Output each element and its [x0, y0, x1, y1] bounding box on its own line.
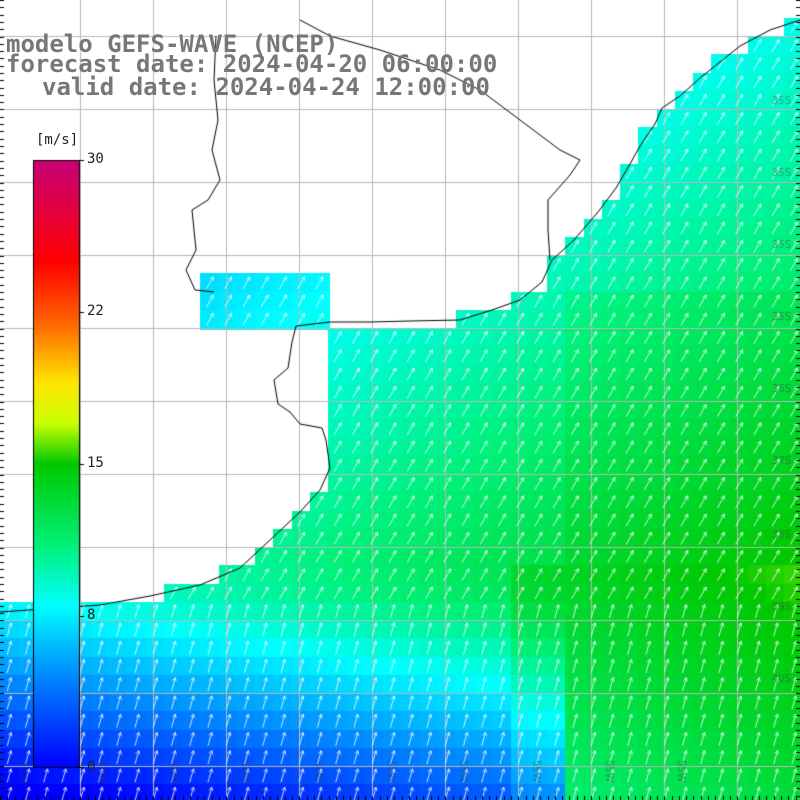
colorbar-unit-label: [m/s] [36, 132, 79, 148]
colorbar-tick-label: 22 [87, 303, 104, 319]
colorbar-tick-label: 15 [87, 455, 104, 471]
valid-date: valid date: 2024-04-24 12:00:00 [42, 73, 490, 101]
model-title: modelo GEFS-WAVE (NCEP) [6, 30, 339, 58]
colorbar-tick-label: 0 [87, 759, 96, 775]
forecast-date: forecast date: 2024-04-20 06:00:00 [6, 50, 498, 78]
colorbar-tick-label: 30 [87, 151, 104, 167]
colorbar-tick-label: 8 [87, 607, 96, 623]
